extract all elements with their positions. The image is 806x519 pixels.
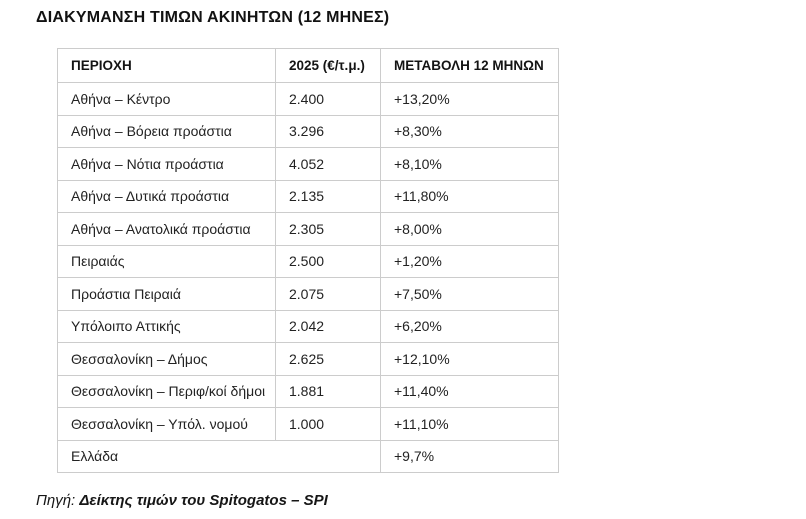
area-cell: Θεσσαλονίκη – Δήμος [57,342,276,376]
price-cell: 1.881 [275,374,381,408]
change-cell: +9,7% [380,439,559,473]
area-cell: Αθήνα – Βόρεια προάστια [57,114,276,148]
source-prefix: Πηγή: [36,492,80,509]
change-cell: +7,50% [380,277,559,311]
change-cell: +8,10% [380,147,559,181]
area-cell: Αθήνα – Ανατολικά προάστια [57,212,276,246]
price-cell: 2.075 [275,277,381,311]
col-header-change: ΜΕΤΑΒΟΛΗ 12 ΜΗΝΩΝ [380,48,559,83]
area-cell: Αθήνα – Κέντρο [57,82,276,116]
change-cell: +11,80% [380,179,559,213]
area-cell-country: Ελλάδα [57,439,381,473]
table-row: Αθήνα – Βόρεια προάστια 3.296 +8,30% [57,114,559,148]
table-row: Αθήνα – Κέντρο 2.400 +13,20% [57,82,559,116]
price-cell: 2.305 [275,212,381,246]
table-row: Θεσσαλονίκη – Περιφ/κοί δήμοι 1.881 +11,… [57,374,559,408]
table-row: Αθήνα – Ανατολικά προάστια 2.305 +8,00% [57,212,559,246]
area-cell: Αθήνα – Δυτικά προάστια [57,179,276,213]
change-cell: +11,10% [380,407,559,441]
col-header-price: 2025 (€/τ.μ.) [275,48,381,83]
change-cell: +8,30% [380,114,559,148]
price-cell: 1.000 [275,407,381,441]
table-header-row: ΠΕΡΙΟΧΗ 2025 (€/τ.μ.) ΜΕΤΑΒΟΛΗ 12 ΜΗΝΩΝ [57,48,559,83]
change-cell: +8,00% [380,212,559,246]
area-cell: Πειραιάς [57,244,276,278]
price-cell: 2.400 [275,82,381,116]
area-cell: Προάστια Πειραιά [57,277,276,311]
page-title: ΔΙΑΚΥΜΑΝΣΗ ΤΙΜΩΝ ΑΚΙΝΗΤΩΝ (12 ΜΗΝΕΣ) [36,9,390,26]
table-row: Αθήνα – Δυτικά προάστια 2.135 +11,80% [57,179,559,213]
change-cell: +11,40% [380,374,559,408]
area-cell: Υπόλοιπο Αττικής [57,309,276,343]
table-row: Θεσσαλονίκη – Δήμος 2.625 +12,10% [57,342,559,376]
table-row: Υπόλοιπο Αττικής 2.042 +6,20% [57,309,559,343]
table-row-total: Ελλάδα +9,7% [57,439,559,473]
change-cell: +13,20% [380,82,559,116]
table-row: Προάστια Πειραιά 2.075 +7,50% [57,277,559,311]
table-row: Αθήνα – Νότια προάστια 4.052 +8,10% [57,147,559,181]
table-row: Πειραιάς 2.500 +1,20% [57,244,559,278]
property-price-table: ΠΕΡΙΟΧΗ 2025 (€/τ.μ.) ΜΕΤΑΒΟΛΗ 12 ΜΗΝΩΝ … [57,48,559,473]
price-cell: 2.042 [275,309,381,343]
change-cell: +1,20% [380,244,559,278]
col-header-area: ΠΕΡΙΟΧΗ [57,48,276,83]
area-cell: Θεσσαλονίκη – Υπόλ. νομού [57,407,276,441]
source-text: Δείκτης τιμών του Spitogatos – SPI [79,492,328,509]
area-cell: Αθήνα – Νότια προάστια [57,147,276,181]
area-cell: Θεσσαλονίκη – Περιφ/κοί δήμοι [57,374,276,408]
change-cell: +6,20% [380,309,559,343]
change-cell: +12,10% [380,342,559,376]
price-cell: 4.052 [275,147,381,181]
price-cell: 2.625 [275,342,381,376]
price-cell: 2.135 [275,179,381,213]
price-cell: 2.500 [275,244,381,278]
source-note: Πηγή: Δείκτης τιμών του Spitogatos – SPI [36,492,328,509]
price-cell: 3.296 [275,114,381,148]
table-row: Θεσσαλονίκη – Υπόλ. νομού 1.000 +11,10% [57,407,559,441]
